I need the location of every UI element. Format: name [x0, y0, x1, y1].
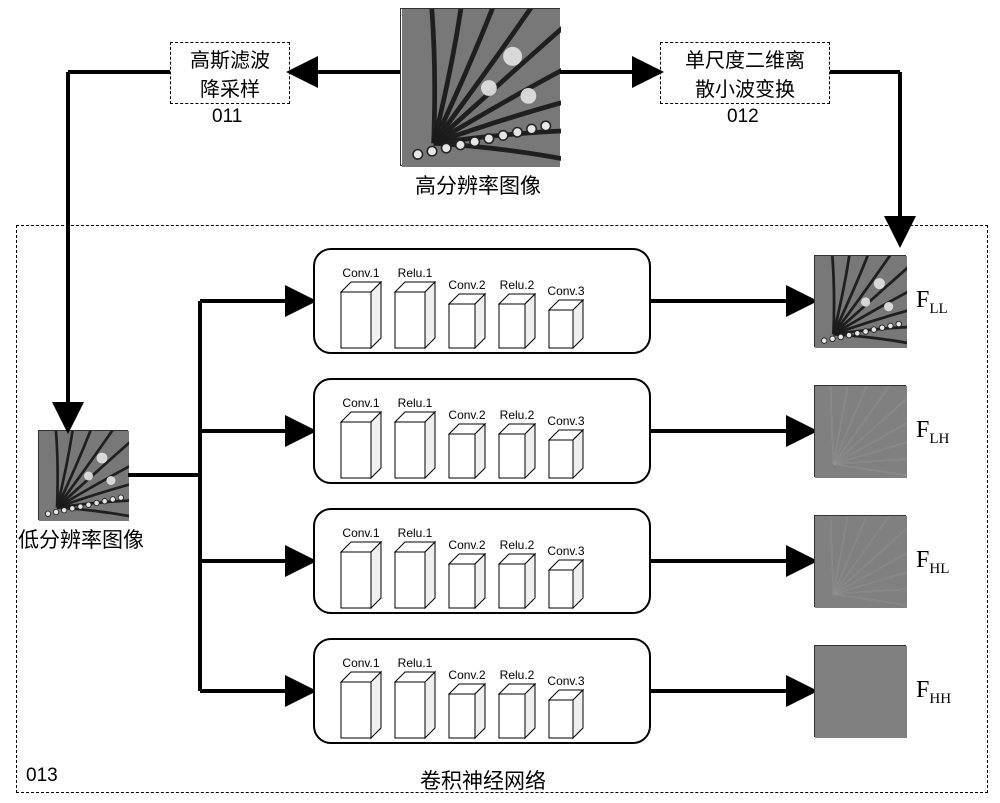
gaussian-downsample-box: 高斯滤波 降采样: [170, 42, 290, 104]
low-res-caption: 低分辨率图像: [18, 524, 144, 554]
layer-label-Conv.1: Conv.1: [337, 656, 385, 670]
layer-label-Conv.2: Conv.2: [445, 668, 489, 682]
layer-Relu.1: [395, 282, 435, 353]
layer-label-Relu.2: Relu.2: [495, 538, 539, 552]
layer-label-Relu.1: Relu.1: [391, 396, 439, 410]
gaussian-tag: 011: [212, 106, 242, 128]
layer-Conv.1: [341, 672, 381, 743]
layer-Conv.3: [549, 430, 583, 483]
layer-label-Conv.1: Conv.1: [337, 396, 385, 410]
cnn-block-0: Conv.1 Relu.1 Conv.2 Relu.2 Conv.3: [313, 248, 651, 354]
high-res-caption: 高分辨率图像: [415, 170, 541, 200]
layer-Relu.1: [395, 672, 435, 743]
gaussian-line1: 高斯滤波: [190, 44, 270, 73]
layer-label-Conv.2: Conv.2: [445, 538, 489, 552]
cnn-block-1: Conv.1 Relu.1 Conv.2 Relu.2 Conv.3: [313, 378, 651, 484]
layer-label-Relu.1: Relu.1: [391, 656, 439, 670]
layer-Relu.1: [395, 542, 435, 613]
output-HL: [814, 515, 906, 607]
layer-label-Conv.3: Conv.3: [545, 544, 587, 558]
low-res-image: [38, 430, 128, 520]
wavelet-line2: 散小波变换: [695, 73, 795, 102]
cnn-block-3: Conv.1 Relu.1 Conv.2 Relu.2 Conv.3: [313, 638, 651, 744]
layer-Conv.1: [341, 542, 381, 613]
layer-Relu.1: [395, 412, 435, 483]
layer-label-Conv.3: Conv.3: [545, 284, 587, 298]
layer-label-Conv.2: Conv.2: [445, 278, 489, 292]
cnn-block-2: Conv.1 Relu.1 Conv.2 Relu.2 Conv.3: [313, 508, 651, 614]
cnn-label: 卷积神经网络: [420, 765, 546, 795]
output-label-HL: FHL: [916, 547, 949, 578]
layer-label-Conv.2: Conv.2: [445, 408, 489, 422]
output-label-HH: FHH: [916, 677, 951, 708]
layer-Conv.2: [449, 554, 485, 613]
layer-label-Conv.1: Conv.1: [337, 526, 385, 540]
layer-Relu.2: [499, 294, 535, 353]
layer-label-Conv.3: Conv.3: [545, 414, 587, 428]
layer-Conv.1: [341, 282, 381, 353]
layer-Conv.2: [449, 684, 485, 743]
layer-Relu.2: [499, 424, 535, 483]
wavelet-box: 单尺度二维离 散小波变换: [660, 42, 830, 104]
output-HH: [814, 645, 906, 737]
wavelet-line1: 单尺度二维离: [685, 44, 805, 73]
output-LH: [814, 385, 906, 477]
layer-Conv.1: [341, 412, 381, 483]
output-LL: [814, 255, 906, 347]
wavelet-tag: 012: [727, 106, 759, 128]
layer-Conv.3: [549, 560, 583, 613]
layer-label-Relu.2: Relu.2: [495, 278, 539, 292]
layer-label-Relu.2: Relu.2: [495, 668, 539, 682]
layer-label-Relu.2: Relu.2: [495, 408, 539, 422]
high-res-image: [400, 8, 560, 166]
layer-label-Conv.1: Conv.1: [337, 266, 385, 280]
layer-Conv.3: [549, 690, 583, 743]
gaussian-line2: 降采样: [200, 73, 260, 102]
layer-label-Relu.1: Relu.1: [391, 526, 439, 540]
layer-label-Conv.3: Conv.3: [545, 674, 587, 688]
output-label-LH: FLH: [916, 417, 949, 448]
layer-Relu.2: [499, 554, 535, 613]
training-tag: 013: [26, 765, 58, 787]
layer-Conv.2: [449, 424, 485, 483]
layer-Conv.2: [449, 294, 485, 353]
output-label-LL: FLL: [916, 287, 948, 318]
layer-Relu.2: [499, 684, 535, 743]
layer-Conv.3: [549, 300, 583, 353]
layer-label-Relu.1: Relu.1: [391, 266, 439, 280]
